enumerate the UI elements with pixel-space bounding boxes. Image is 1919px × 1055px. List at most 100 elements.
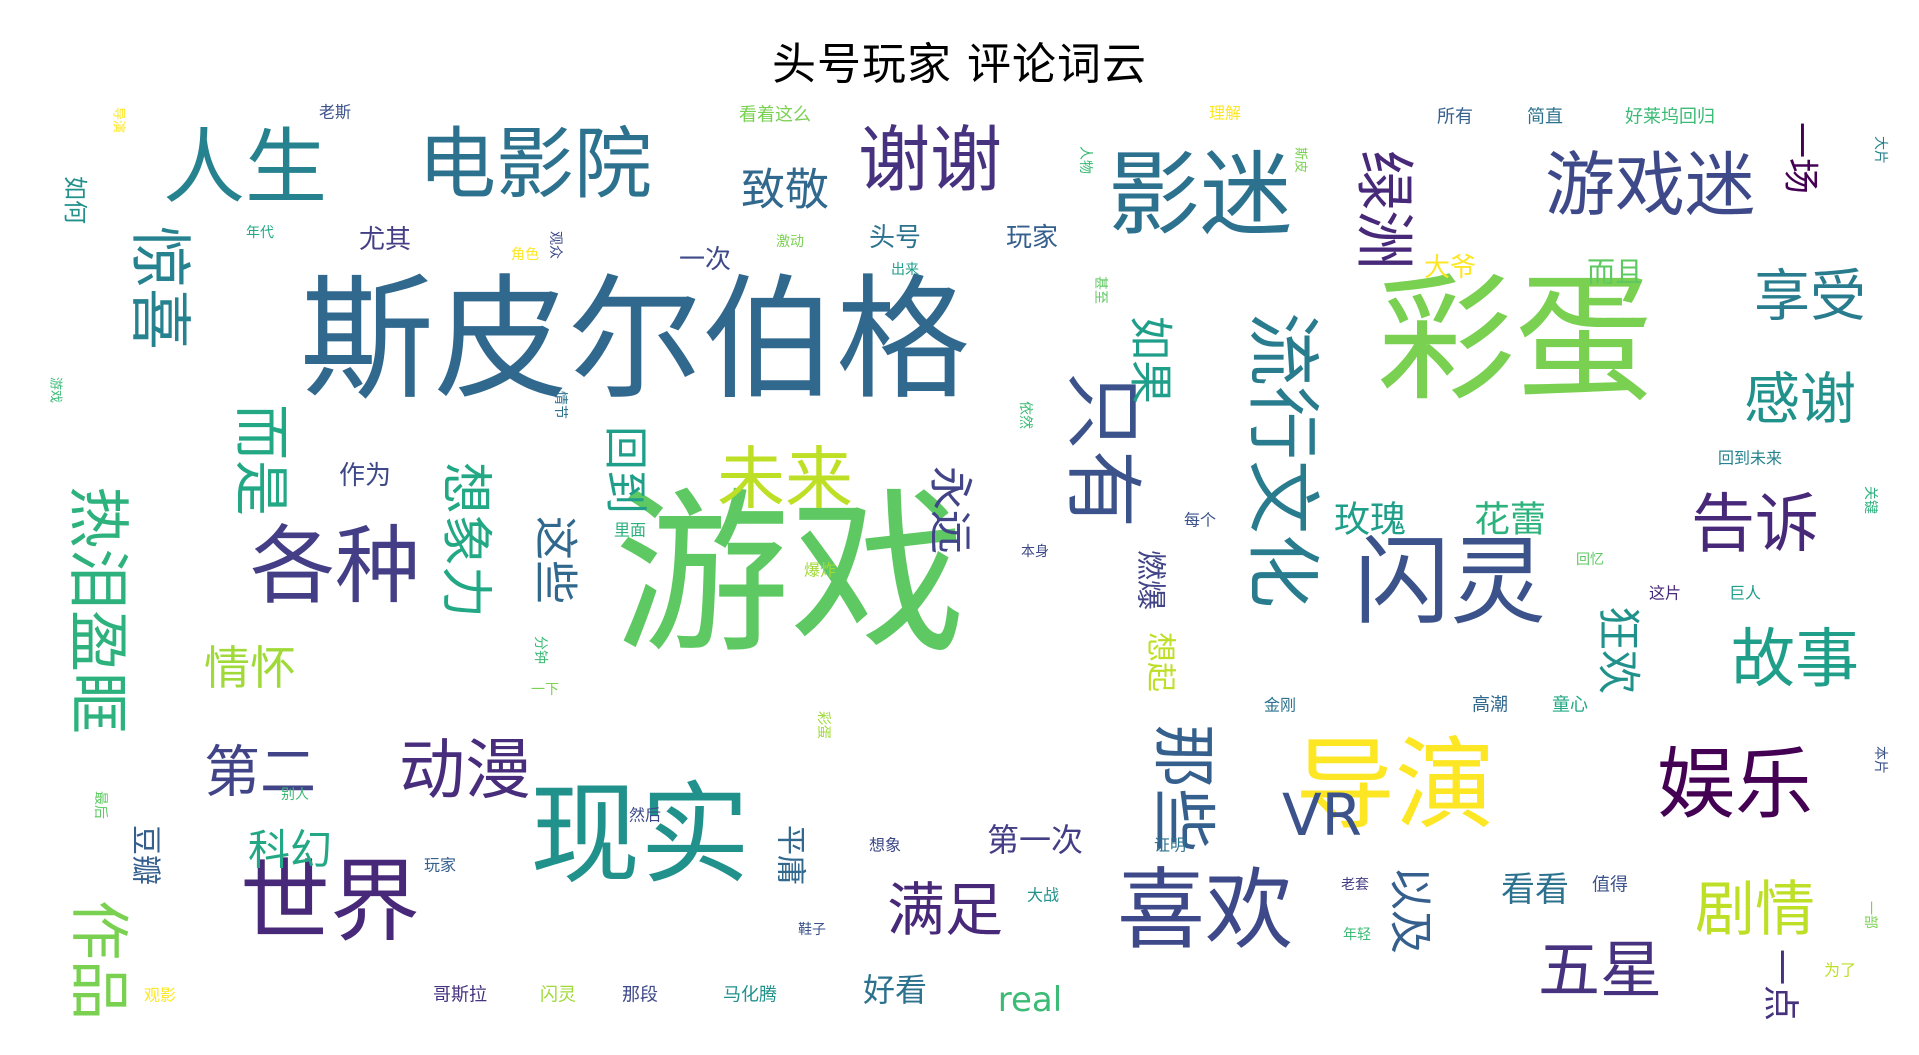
cloud-word: 尤其 [359,225,411,255]
cloud-word: 豆瓣 [128,825,163,885]
cloud-word: 一次 [679,245,731,275]
cloud-word: 哥斯拉 [433,985,487,1006]
cloud-word: 好看 [863,971,927,1009]
cloud-word: 如何 [61,176,89,224]
cloud-word: 玩家 [424,856,456,875]
cloud-word: 分钟 [532,636,549,664]
cloud-word: 致敬 [741,165,829,216]
cloud-word: 别人 [281,787,309,803]
cloud-word: 然后 [629,806,661,825]
cloud-word: 满足 [887,876,1003,944]
cloud-word: 人物 [1077,146,1093,174]
cloud-word: 看看 [1501,870,1569,910]
cloud-word: 五星 [1538,934,1662,1007]
cloud-word: 情怀 [204,641,296,695]
cloud-word: 回到 [600,426,651,514]
cloud-word: 各种 [250,518,420,617]
cloud-word: 燃爆 [1133,550,1168,610]
cloud-word: 世界 [240,850,420,955]
cloud-word: 游戏迷 [1545,144,1755,226]
cloud-word: 马化腾 [723,985,777,1006]
cloud-word: 看着这么 [739,105,811,126]
cloud-word: 作为 [339,461,391,491]
cloud-word: 作品 [63,900,133,1020]
cloud-word: 巨人 [1729,584,1761,603]
cloud-word: 观影 [144,986,176,1005]
cloud-word: 依然 [1017,401,1034,429]
page-title: 头号玩家 评论词云 [772,39,1147,90]
cloud-word: 角色 [511,246,539,263]
cloud-word: 永远 [925,466,976,554]
cloud-word: 想起 [1143,632,1178,692]
cloud-word: 为了 [1824,961,1856,980]
cloud-word: 只有 [1057,372,1147,528]
cloud-word: 本片 [1872,746,1888,774]
cloud-word: 闪灵 [540,985,576,1006]
cloud-word: 出来 [891,262,919,278]
cloud-word: 游戏 [614,473,966,678]
cloud-word: 游戏 [48,377,63,403]
cloud-word: 以及 [1385,866,1436,954]
cloud-word: 简直 [1527,107,1563,128]
cloud-word: 想象力 [435,462,495,618]
cloud-word: 头号 [869,223,921,253]
cloud-word: 玫瑰 [1334,500,1406,541]
cloud-word: 一部 [1862,901,1878,929]
cloud-word: 享受 [1754,265,1866,330]
cloud-word: 彩蛋 [815,711,831,739]
cloud-word: 那段 [622,985,658,1006]
cloud-word: 甚至 [1092,276,1108,304]
cloud-word: 老套 [1341,877,1369,893]
cloud-word: 一场 [1780,122,1821,194]
cloud-word: 所有 [1437,107,1473,128]
cloud-word: 一点 [1760,949,1801,1021]
cloud-word: 鞋子 [798,922,826,938]
cloud-word: 谢谢 [858,118,1002,202]
cloud-word: 斯皮 [1293,147,1308,173]
cloud-word: 童心 [1552,695,1588,716]
cloud-word: 而且 [1587,256,1643,289]
cloud-word: 绿洲 [1348,150,1418,270]
cloud-word: 导演 [1295,727,1495,844]
cloud-word: 那些 [1145,724,1219,852]
cloud-word: 想象 [869,836,901,855]
cloud-word: 斯皮尔伯格 [300,262,970,418]
cloud-word: 科幻 [248,826,332,875]
cloud-word: 年轻 [1343,927,1371,943]
cloud-word: 理解 [1209,104,1241,123]
cloud-word: 而是 [228,404,293,516]
cloud-word: 电影院 [418,120,652,210]
cloud-word: 平庸 [773,825,808,885]
cloud-word: 好莱坞回归 [1625,107,1715,128]
cloud-word: 一下 [531,682,559,698]
cloud-word: 玩家 [1006,223,1058,253]
cloud-word: 故事 [1731,623,1859,697]
cloud-word: 导演 [111,107,127,133]
cloud-word: 回到未来 [1718,449,1782,468]
cloud-word: 关键 [1862,486,1878,514]
cloud-word: 感谢 [1744,368,1856,433]
cloud-word: 未来 [717,441,853,520]
cloud-word: 回忆 [1576,552,1604,568]
cloud-word: 人生 [163,121,327,216]
cloud-word: 观众 [547,231,563,259]
cloud-word: real [998,980,1062,1020]
cloud-word: 热泪盈眶 [62,486,135,734]
cloud-word: 现实 [530,771,750,899]
cloud-word: 第一次 [987,821,1083,859]
cloud-word: 娱乐 [1657,740,1813,830]
cloud-word: 老斯 [319,103,351,122]
cloud-word: 本身 [1021,544,1049,560]
cloud-word: 金刚 [1264,696,1296,715]
cloud-word: 惊喜 [124,226,197,350]
cloud-word: 第二 [204,741,316,806]
cloud-word: 如果 [1125,316,1176,404]
cloud-word: 剧情 [1695,875,1815,945]
cloud-word: 花蕾 [1474,500,1546,541]
cloud-word: 每个 [1184,511,1216,530]
cloud-word: 这片 [1649,584,1681,603]
cloud-word: 彩蛋 [1377,260,1653,421]
cloud-word: 流行文化 [1239,312,1325,608]
cloud-word: 最后 [92,791,108,819]
cloud-word: VR [1282,781,1362,849]
